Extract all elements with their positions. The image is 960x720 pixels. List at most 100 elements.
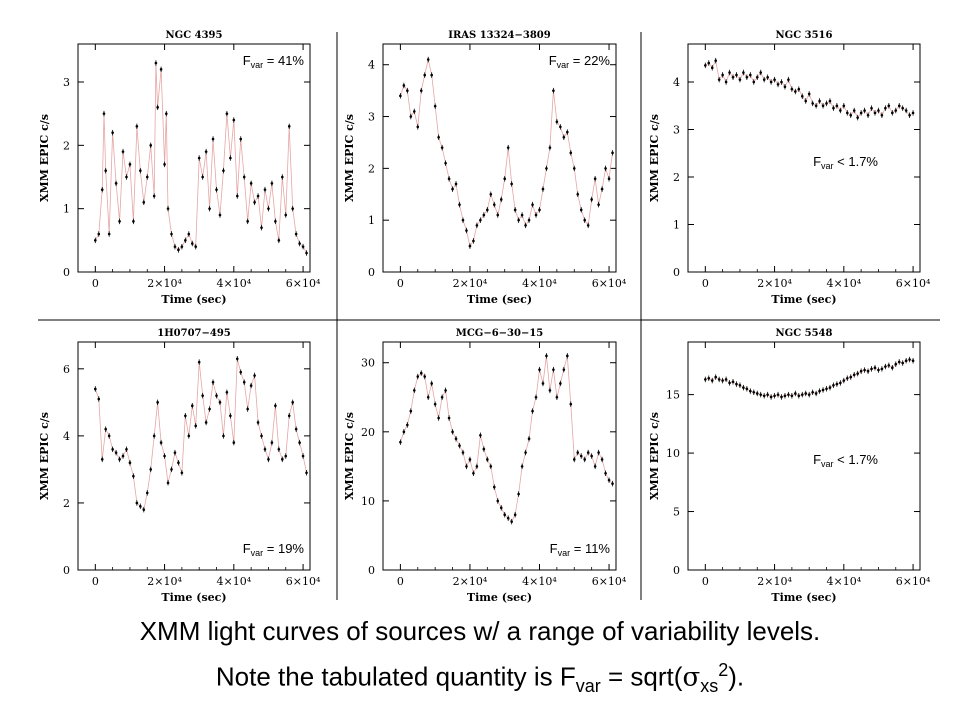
data-point	[721, 379, 724, 382]
data-point	[156, 401, 159, 404]
data-point	[458, 444, 461, 447]
data-point	[461, 218, 465, 222]
x-tick-label: 6×10⁴	[286, 277, 321, 290]
data-point	[901, 361, 904, 365]
data-point	[794, 392, 797, 395]
data-point	[482, 213, 486, 217]
data-point	[256, 194, 260, 198]
plot-frame	[382, 43, 617, 273]
data-point	[301, 245, 305, 248]
data-point	[145, 175, 149, 179]
data-point	[489, 465, 493, 468]
data-point	[897, 360, 901, 364]
data-point	[433, 104, 437, 108]
data-point	[187, 232, 191, 236]
data-point	[745, 75, 749, 79]
data-point	[590, 454, 593, 458]
plot-frame	[687, 43, 921, 273]
data-point	[717, 378, 721, 381]
data-point	[496, 213, 500, 217]
data-point	[604, 471, 607, 475]
data-point	[828, 99, 832, 103]
data-point	[107, 232, 111, 236]
data-point	[520, 213, 524, 217]
data-point	[486, 208, 489, 212]
data-point	[870, 367, 873, 371]
data-point	[142, 508, 146, 511]
plot-frame	[77, 341, 311, 571]
data-point	[707, 376, 711, 380]
data-point	[731, 380, 735, 384]
x-tick-label: 0	[397, 575, 404, 588]
data-point	[600, 187, 604, 191]
data-point	[499, 198, 503, 201]
data-point	[416, 125, 420, 129]
data-point	[534, 213, 538, 217]
x-axis-label: Time (sec)	[771, 293, 836, 306]
y-tick-label: 20	[361, 426, 375, 439]
data-point	[274, 404, 277, 408]
data-point	[849, 375, 853, 379]
data-point	[399, 440, 402, 444]
caption-line-1-text: XMM light curves of sources w/ a range o…	[139, 616, 821, 646]
data-point	[225, 390, 229, 394]
fvar-annotation: Fvar < 1.7%	[813, 452, 878, 469]
data-point	[253, 201, 256, 204]
data-point	[856, 372, 859, 375]
data-point	[496, 499, 500, 503]
data-point	[877, 368, 880, 372]
data-point	[769, 80, 773, 84]
y-tick-label: 3	[673, 124, 680, 137]
x-tick-label: 4×10⁴	[827, 277, 862, 290]
figure: NGC 4395 0 2×10⁴ 4×10⁴ 6×10⁴ 0 1 2 3 Time (sec) XM…	[38, 30, 940, 604]
data-point	[707, 61, 711, 65]
data-point	[780, 395, 783, 399]
data-point	[298, 441, 301, 444]
data-point	[800, 393, 804, 396]
data-point	[184, 414, 187, 418]
y-tick-label: 2	[673, 171, 680, 184]
data-point	[412, 389, 416, 392]
y-tick-label: 1	[63, 203, 70, 216]
x-axis-label: Time (sec)	[467, 293, 532, 306]
x-tick-label: 6×10⁴	[286, 575, 321, 588]
data-point	[541, 187, 545, 191]
panel-6: NGC 5548 0 2×10⁴ 4×10⁴ 6×10⁴ 0 5 10 15 Time (sec)…	[648, 328, 931, 604]
data-point	[406, 423, 409, 427]
data-point	[211, 137, 215, 141]
data-point	[170, 232, 173, 236]
data-point	[277, 447, 281, 451]
data-point	[503, 177, 507, 181]
data-point	[545, 354, 548, 358]
data-point	[807, 393, 811, 396]
data-point	[704, 378, 707, 381]
data-point	[800, 94, 804, 98]
data-point	[534, 395, 538, 399]
y-axis-label: XMM EPIC c/s	[38, 412, 51, 500]
data-point	[593, 465, 597, 468]
data-point	[166, 481, 170, 485]
data-point	[856, 116, 859, 119]
data-point	[794, 90, 797, 93]
data-point	[821, 388, 825, 392]
series-line	[94, 62, 307, 254]
x-tick-label: 2×10⁴	[147, 575, 182, 588]
data-point	[752, 390, 756, 394]
data-point	[749, 389, 752, 393]
data-point	[284, 454, 288, 458]
data-point	[904, 359, 908, 363]
data-point	[852, 109, 856, 112]
data-point	[724, 378, 728, 381]
data-point	[465, 465, 468, 468]
data-point	[738, 383, 742, 387]
plot-frame	[77, 43, 311, 273]
y-tick-label: 4	[63, 430, 70, 443]
y-tick-label: 3	[368, 111, 375, 124]
data-point	[305, 471, 308, 475]
data-point	[301, 454, 305, 458]
data-point	[222, 169, 225, 172]
data-point	[201, 394, 204, 397]
data-point	[154, 61, 158, 65]
data-point	[121, 454, 125, 458]
y-tick-label: 2	[63, 497, 70, 510]
